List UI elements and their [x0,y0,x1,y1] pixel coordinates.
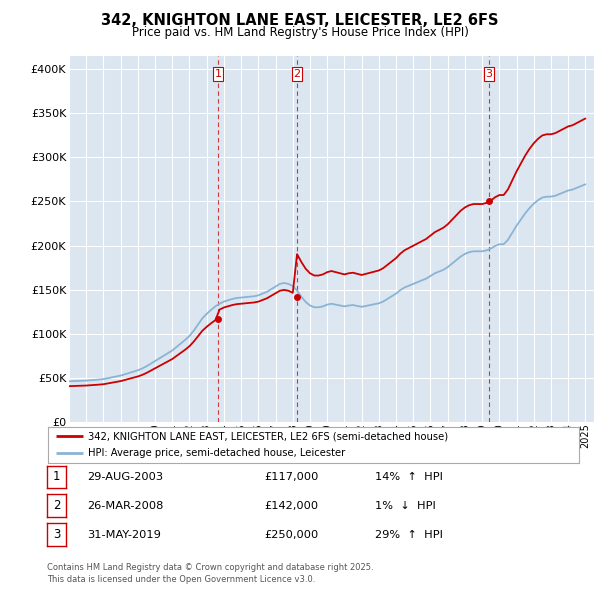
Text: Price paid vs. HM Land Registry's House Price Index (HPI): Price paid vs. HM Land Registry's House … [131,26,469,39]
Text: 14%  ↑  HPI: 14% ↑ HPI [375,472,443,481]
Text: 26-MAR-2008: 26-MAR-2008 [87,501,163,510]
Text: 3: 3 [485,69,493,79]
Text: £250,000: £250,000 [264,530,318,539]
Text: 1: 1 [215,69,221,79]
Text: 29%  ↑  HPI: 29% ↑ HPI [375,530,443,539]
Text: 3: 3 [53,528,60,541]
Text: £117,000: £117,000 [264,472,319,481]
Text: 2: 2 [293,69,300,79]
Text: 1: 1 [53,470,60,483]
Text: 1%  ↓  HPI: 1% ↓ HPI [375,501,436,510]
Text: HPI: Average price, semi-detached house, Leicester: HPI: Average price, semi-detached house,… [88,448,345,458]
Text: 342, KNIGHTON LANE EAST, LEICESTER, LE2 6FS: 342, KNIGHTON LANE EAST, LEICESTER, LE2 … [101,13,499,28]
Text: 29-AUG-2003: 29-AUG-2003 [87,472,163,481]
Text: 31-MAY-2019: 31-MAY-2019 [87,530,161,539]
Text: £142,000: £142,000 [264,501,318,510]
Text: This data is licensed under the Open Government Licence v3.0.: This data is licensed under the Open Gov… [47,575,315,584]
Text: 2: 2 [53,499,60,512]
Text: 342, KNIGHTON LANE EAST, LEICESTER, LE2 6FS (semi-detached house): 342, KNIGHTON LANE EAST, LEICESTER, LE2 … [88,431,448,441]
Text: Contains HM Land Registry data © Crown copyright and database right 2025.: Contains HM Land Registry data © Crown c… [47,563,373,572]
